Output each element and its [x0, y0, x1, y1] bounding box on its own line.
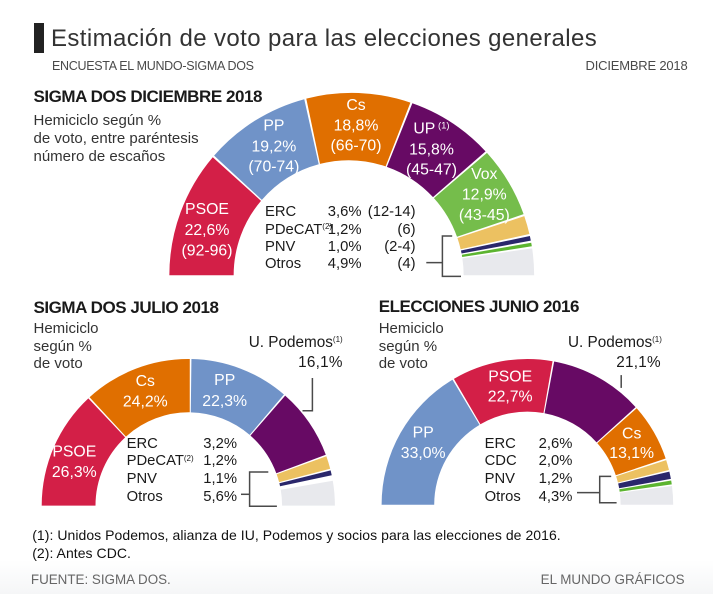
svg-text:22,7%: 22,7% [488, 389, 533, 406]
svg-text:Cs: Cs [622, 426, 641, 443]
svg-text:PP: PP [413, 425, 434, 442]
svg-text:Cs: Cs [136, 373, 155, 390]
svg-text:(66-70): (66-70) [331, 138, 382, 155]
svg-text:24,2%: 24,2% [123, 394, 168, 411]
svg-text:19,2%: 19,2% [252, 138, 297, 155]
svg-text:PP: PP [263, 118, 284, 135]
svg-text:(45-47): (45-47) [406, 162, 457, 179]
svg-text:PSOE: PSOE [185, 201, 229, 218]
svg-text:33,0%: 33,0% [401, 445, 446, 462]
svg-text:18,8%: 18,8% [334, 118, 379, 135]
svg-text:12,9%: 12,9% [462, 187, 507, 204]
svg-text:PSOE: PSOE [52, 443, 96, 460]
svg-text:22,3%: 22,3% [202, 393, 247, 410]
svg-text:(43-45): (43-45) [459, 207, 510, 224]
svg-text:Cs: Cs [346, 97, 365, 114]
svg-text:PP: PP [214, 372, 235, 389]
svg-text:22,6%: 22,6% [185, 222, 230, 239]
svg-text:(70-74): (70-74) [248, 159, 299, 176]
svg-text:Vox: Vox [471, 166, 497, 183]
svg-text:(92-96): (92-96) [182, 243, 233, 260]
svg-text:13,1%: 13,1% [609, 445, 654, 462]
svg-text:15,8%: 15,8% [409, 142, 454, 159]
svg-text:26,3%: 26,3% [52, 464, 97, 481]
svg-text:PSOE: PSOE [488, 369, 532, 386]
